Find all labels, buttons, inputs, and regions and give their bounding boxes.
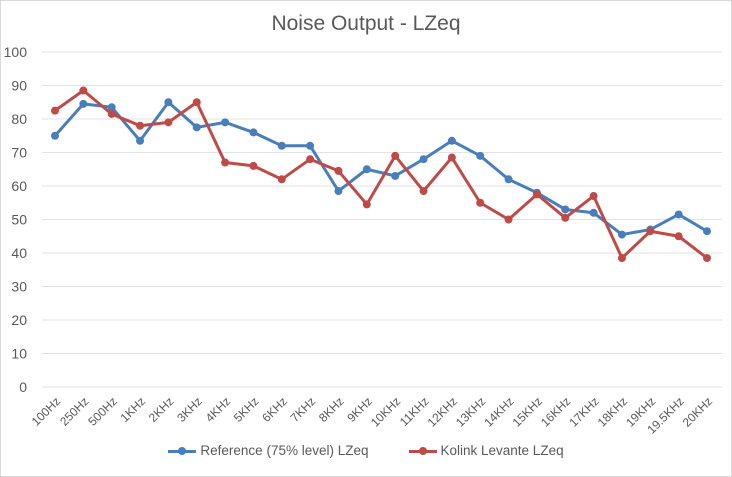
data-point: [51, 131, 59, 140]
data-point: [447, 153, 456, 162]
x-tick-label: 11KHz: [397, 394, 432, 429]
data-point: [164, 98, 173, 107]
x-tick-label: 7KHz: [288, 394, 319, 425]
legend-marker-kolink: [408, 446, 437, 456]
data-point: [674, 210, 683, 219]
y-tick-label: 0: [19, 379, 27, 395]
y-tick-label: 10: [11, 346, 27, 362]
y-tick-label: 20: [11, 312, 27, 328]
y-tick-label: 30: [11, 279, 27, 295]
x-tick-label: 4KHz: [203, 394, 234, 425]
x-tick-label: 13KHz: [453, 394, 488, 429]
y-axis-ticks: 0 10 20 30 40 50 60 70 80 90 100: [4, 44, 28, 395]
legend-label-kolink: Kolink Levante LZeq: [440, 443, 564, 458]
data-point: [419, 155, 428, 164]
series-reference: [51, 98, 711, 239]
x-tick-label: 3KHz: [174, 394, 205, 425]
y-tick-label: 70: [11, 145, 27, 161]
data-point: [419, 187, 428, 196]
data-point: [277, 141, 286, 150]
legend: Reference (75% level) LZeq Kolink Levant…: [0, 443, 732, 458]
legend-label-reference: Reference (75% level) LZeq: [200, 443, 369, 458]
data-point: [221, 158, 230, 167]
data-point: [561, 205, 570, 214]
data-point: [192, 123, 201, 132]
series-group: [51, 86, 711, 263]
data-point: [391, 171, 400, 180]
data-point: [192, 98, 201, 107]
data-point: [136, 136, 145, 145]
x-tick-label: 16KHz: [538, 394, 573, 429]
legend-marker-reference: [168, 446, 197, 456]
x-tick-label: 250Hz: [57, 394, 91, 428]
data-point: [504, 215, 513, 224]
data-point: [221, 118, 230, 127]
data-point: [447, 136, 456, 145]
x-tick-label: 2KHz: [146, 394, 177, 425]
legend-item-kolink: Kolink Levante LZeq: [408, 443, 564, 458]
data-point: [646, 227, 655, 236]
data-point: [79, 99, 88, 108]
x-tick-label: 6KHz: [259, 394, 290, 425]
chart-title: Noise Output - LZeq: [271, 12, 461, 35]
gridlines: [42, 51, 722, 388]
series-line: [53, 100, 708, 237]
data-point: [703, 227, 711, 236]
y-tick-label: 40: [11, 245, 27, 261]
x-tick-label: 14KHz: [481, 394, 516, 429]
x-tick-label: 500Hz: [85, 394, 119, 428]
y-tick-label: 90: [11, 78, 27, 94]
data-point: [589, 192, 598, 201]
x-tick-label: 1KHz: [118, 394, 149, 425]
data-point: [107, 103, 116, 112]
data-point: [476, 198, 485, 207]
data-point: [617, 254, 626, 263]
x-tick-label: 15KHz: [510, 394, 545, 429]
data-point: [532, 190, 541, 199]
x-axis-ticks: 100Hz250Hz500Hz1KHz2KHz3KHz4KHz5KHz6KHz7…: [29, 394, 715, 436]
data-point: [476, 151, 485, 160]
data-point: [561, 213, 570, 222]
x-tick-label: 100Hz: [29, 394, 63, 428]
x-tick-label: 10KHz: [368, 394, 403, 429]
data-point: [334, 187, 343, 196]
data-point: [51, 106, 59, 115]
data-point: [249, 128, 258, 137]
data-point: [504, 175, 513, 184]
x-tick-label: 18KHz: [595, 394, 630, 429]
x-tick-label: 8KHz: [316, 394, 347, 425]
data-point: [306, 155, 315, 164]
y-tick-label: 50: [11, 212, 27, 228]
series-kolink: [51, 86, 711, 263]
data-point: [589, 208, 598, 217]
data-point: [306, 141, 315, 150]
data-point: [674, 232, 683, 241]
data-point: [277, 175, 286, 184]
data-point: [136, 121, 145, 130]
data-point: [362, 165, 371, 174]
x-tick-label: 12KHz: [425, 394, 460, 429]
x-tick-label: 20KHz: [680, 394, 715, 429]
data-point: [617, 230, 626, 239]
data-point: [334, 166, 343, 175]
data-point: [79, 86, 88, 95]
data-point: [391, 151, 400, 160]
data-point: [362, 200, 371, 209]
y-tick-label: 80: [11, 111, 27, 127]
legend-item-reference: Reference (75% level) LZeq: [168, 443, 369, 458]
x-tick-label: 5KHz: [231, 394, 262, 425]
data-point: [164, 118, 173, 127]
data-point: [107, 109, 116, 118]
x-tick-label: 17KHz: [566, 394, 601, 429]
y-tick-label: 100: [4, 44, 28, 60]
data-point: [703, 254, 711, 263]
series-line: [54, 89, 708, 260]
data-point: [249, 161, 258, 170]
y-tick-label: 60: [11, 178, 27, 194]
